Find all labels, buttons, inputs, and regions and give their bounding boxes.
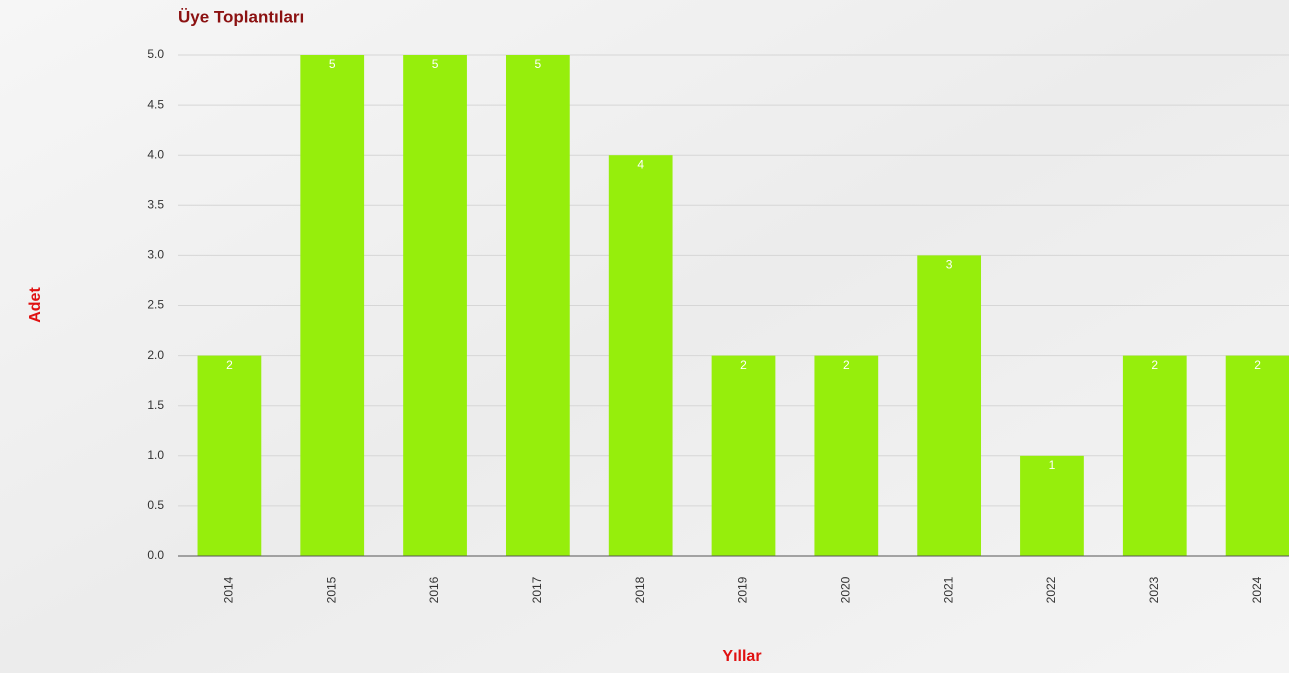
bar	[1123, 356, 1187, 556]
bar	[1226, 356, 1289, 556]
y-tick-label: 5.0	[147, 47, 164, 61]
x-tick-label: 2022	[1044, 576, 1058, 603]
value-label: 5	[329, 57, 336, 71]
y-tick-label: 4.0	[147, 147, 164, 161]
value-label: 2	[843, 358, 850, 372]
y-tick-label: 0.5	[147, 498, 164, 512]
x-tick-label: 2023	[1147, 576, 1161, 603]
y-tick-label: 2.5	[147, 298, 164, 312]
x-tick-label: 2024	[1250, 576, 1264, 603]
value-label: 5	[432, 57, 439, 71]
x-tick-label: 2020	[838, 576, 852, 603]
y-tick-label: 1.5	[147, 398, 164, 412]
x-axis-label: Yıllar	[722, 648, 761, 665]
x-tick-label: 2019	[736, 576, 750, 603]
bar	[506, 55, 570, 556]
y-tick-label: 2.0	[147, 348, 164, 362]
y-tick-label: 3.5	[147, 197, 164, 211]
bar	[712, 356, 776, 556]
value-label: 1	[1049, 458, 1056, 472]
y-tick-label: 1.0	[147, 448, 164, 462]
x-tick-label: 2014	[222, 576, 236, 603]
page: {"chart_data": {"type": "bar", "title": …	[0, 0, 1289, 673]
value-label: 5	[535, 57, 542, 71]
bar	[814, 356, 878, 556]
y-tick-label: 0.0	[147, 548, 164, 562]
y-axis-label: Adet	[27, 287, 44, 323]
x-tick-label: 2016	[427, 576, 441, 603]
y-tick-label: 4.5	[147, 97, 164, 111]
value-label: 2	[1254, 358, 1261, 372]
bar	[198, 356, 262, 556]
x-tick-label: 2018	[633, 576, 647, 603]
bar	[917, 255, 981, 556]
y-tick-label: 3.0	[147, 248, 164, 262]
x-tick-label: 2021	[941, 576, 955, 603]
value-label: 3	[946, 258, 953, 272]
bar	[403, 55, 467, 556]
bar	[609, 155, 673, 556]
chart-title: Üye Toplantıları	[178, 7, 304, 26]
value-label: 4	[637, 157, 644, 171]
value-label: 2	[226, 358, 233, 372]
value-label: 2	[1151, 358, 1158, 372]
x-tick-label: 2015	[324, 576, 338, 603]
x-tick-label: 2017	[530, 576, 544, 603]
value-label: 2	[740, 358, 747, 372]
bar	[300, 55, 364, 556]
chart: Üye Toplantıları Adet Yıllar 0.0 0.5 1.0 1.…	[0, 0, 1289, 673]
